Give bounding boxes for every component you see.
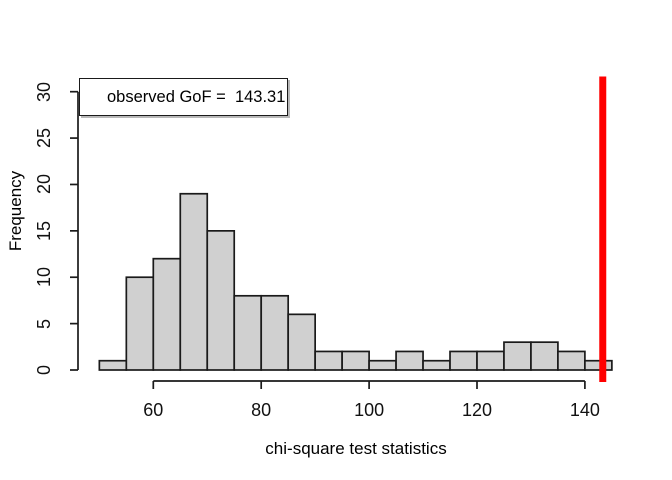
x-tick-label: 140 (569, 400, 600, 420)
histogram-bar (98, 359, 128, 371)
histogram-bar (206, 230, 236, 371)
y-tick-label: 15 (34, 220, 54, 241)
y-tick-label: 20 (34, 174, 54, 195)
histogram-bar (260, 294, 290, 371)
histogram-bar (125, 276, 155, 371)
y-tick-label: 10 (34, 267, 54, 288)
x-tick-label: 120 (461, 400, 493, 420)
histogram-bar (557, 350, 586, 371)
y-tick-label: 30 (34, 81, 54, 102)
y-tick-label: 25 (34, 128, 54, 149)
histogram-bar (368, 359, 397, 371)
histogram-bar (584, 359, 613, 371)
histogram-bar (422, 359, 451, 371)
histogram-bar (449, 350, 478, 371)
x-tick-label: 100 (354, 400, 385, 420)
x-tick-label: 60 (143, 400, 164, 420)
histogram-bar (179, 192, 209, 371)
y-tick-label: 5 (34, 318, 54, 329)
histogram-bar (287, 313, 316, 371)
histogram-bar (152, 257, 182, 371)
legend-text: observed GoF = 143.31 (107, 87, 286, 106)
histogram-bar (314, 350, 343, 371)
x-axis-title: chi-square test statistics (265, 439, 447, 458)
y-axis-title: Frequency (6, 170, 25, 252)
histogram-bar (503, 341, 532, 371)
histogram-bar (341, 350, 370, 371)
legend-box: observed GoF = 143.31 (79, 78, 288, 116)
y-tick-label: 0 (34, 364, 54, 376)
x-tick-label: 80 (251, 400, 272, 420)
histogram-bar (233, 294, 263, 371)
histogram-bar (530, 341, 559, 371)
histogram-bar (395, 350, 424, 371)
histogram-bar (476, 350, 505, 371)
